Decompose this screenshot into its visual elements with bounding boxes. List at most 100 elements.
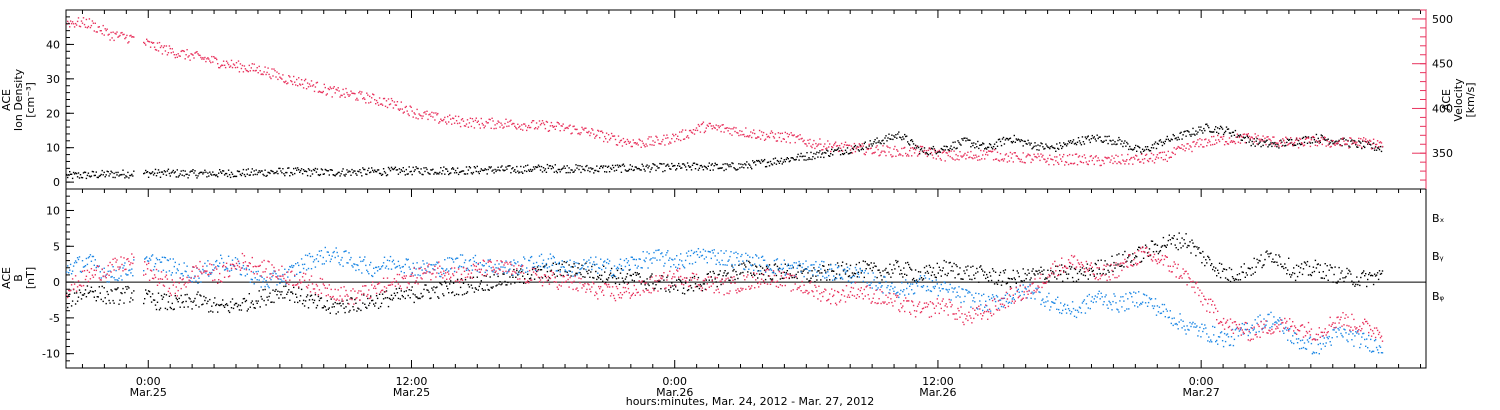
velocity-series-point <box>1098 159 1100 162</box>
density-series-point <box>486 173 488 175</box>
b-series-0-point <box>267 299 269 301</box>
density-series-point <box>331 169 333 171</box>
b-series-1-point <box>258 279 260 281</box>
b-series-0-point <box>620 268 623 270</box>
velocity-series-point <box>544 127 547 130</box>
b-series-1-point <box>444 259 446 261</box>
b-series-1-point <box>747 254 749 256</box>
density-series-point <box>814 157 816 160</box>
b-series-1-point <box>984 306 986 308</box>
b-series-0-point <box>954 277 956 279</box>
density-series-point <box>1089 141 1091 144</box>
b-series-0-point <box>1332 281 1334 283</box>
b-series-0-point <box>1025 278 1027 280</box>
b-series-0-point <box>191 308 193 310</box>
velocity-series-point <box>168 45 171 47</box>
density-series-point <box>520 165 522 168</box>
b-series-1-point <box>441 267 443 269</box>
b-series-1-point <box>559 271 561 273</box>
b-series-1-point <box>146 260 149 262</box>
velocity-series-point <box>466 119 469 121</box>
density-series-point <box>657 167 659 169</box>
b-series-0-point <box>466 291 469 293</box>
velocity-series-point <box>257 72 259 74</box>
velocity-series-point <box>1286 137 1288 140</box>
b-series-0-point <box>1179 242 1181 244</box>
velocity-series-point <box>649 143 651 146</box>
b-series-0-point <box>233 304 236 306</box>
velocity-series-point <box>270 77 272 80</box>
density-series-point <box>583 168 585 171</box>
b-series-1-point <box>394 267 397 269</box>
velocity-series-point <box>178 55 180 57</box>
density-series-point <box>937 151 939 153</box>
velocity-series-point <box>667 137 669 139</box>
velocity-series-point <box>146 38 148 40</box>
b-series-1-point <box>530 255 533 258</box>
b-series-1-point <box>639 258 641 260</box>
b-series-1-point <box>68 272 70 274</box>
b-series-0-point <box>155 308 158 311</box>
velocity-series-point <box>402 112 404 114</box>
b-series-0-point <box>870 262 872 264</box>
b-series-0-point <box>785 272 787 274</box>
density-series-point <box>830 153 832 155</box>
density-series-point <box>1280 139 1282 141</box>
velocity-series-point <box>1071 154 1074 156</box>
density-series-point <box>902 136 904 138</box>
density-series-point <box>834 149 837 151</box>
density-series-point <box>829 155 831 157</box>
b-series-0-point <box>993 283 996 285</box>
b-series-0-point <box>1200 252 1202 254</box>
b-series-0-point <box>1233 279 1236 282</box>
velocity-series-point <box>243 65 246 67</box>
velocity-series-point <box>1193 140 1195 143</box>
b-series-1-point <box>796 267 798 269</box>
b-series-0-point <box>1005 283 1008 285</box>
density-series-point <box>1159 139 1162 141</box>
density-series-point <box>1165 138 1167 141</box>
b-series-0-point <box>192 301 194 303</box>
density-series-point <box>502 169 504 171</box>
density-series-point <box>736 169 738 171</box>
b-series-0-point <box>730 276 732 278</box>
b-series-0-point <box>294 301 296 303</box>
velocity-series-point <box>187 56 189 58</box>
b-series-1-point <box>841 278 844 280</box>
density-series-point <box>1351 139 1353 141</box>
density-series-point <box>619 165 622 168</box>
density-series-point <box>501 165 503 167</box>
density-series-point <box>554 164 556 166</box>
density-series-point <box>1064 143 1067 145</box>
velocity-series-point <box>80 20 83 22</box>
density-series-point <box>186 173 188 175</box>
density-series-point <box>684 166 687 168</box>
density-series-point <box>351 168 353 171</box>
b-series-0-point <box>287 291 289 293</box>
density-series-point <box>482 169 484 172</box>
density-series-point <box>480 168 482 170</box>
velocity-series-point <box>928 147 931 149</box>
b-series-1-point <box>1049 309 1051 311</box>
b-series-1-point <box>874 276 876 278</box>
b-series-0-point <box>513 268 515 271</box>
density-series-point <box>1337 140 1339 143</box>
b-series-0-point <box>684 282 687 284</box>
b-series-0-point <box>1198 247 1200 249</box>
velocity-series-point <box>97 26 99 28</box>
density-series-point <box>783 159 785 161</box>
density-series-point <box>435 171 437 174</box>
b-series-1-point <box>953 288 955 290</box>
velocity-series-point <box>304 78 307 80</box>
velocity-series-point <box>1015 155 1017 157</box>
velocity-series-point <box>1201 139 1203 141</box>
b-series-1-point <box>931 280 934 282</box>
velocity-series-point <box>932 157 935 159</box>
b-series-0-point <box>483 275 485 277</box>
density-series-point <box>421 173 423 176</box>
density-series-point <box>1188 131 1190 133</box>
velocity-series-point <box>916 155 919 157</box>
density-series-point <box>941 148 943 151</box>
density-series-point <box>584 169 586 172</box>
density-series-point <box>352 171 354 174</box>
